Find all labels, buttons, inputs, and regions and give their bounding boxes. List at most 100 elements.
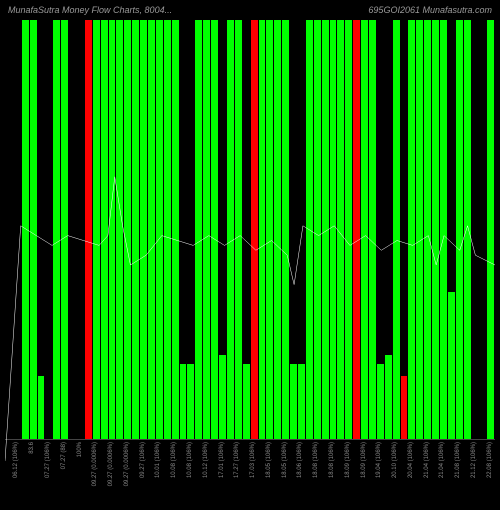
- bar-primary: [464, 20, 471, 439]
- bar-primary: [195, 20, 202, 439]
- bar-secondary: [172, 20, 179, 439]
- bar-group: [116, 20, 131, 439]
- x-label: 17.27 (106%): [227, 440, 242, 500]
- bar-group: [164, 20, 179, 439]
- bar-primary: [290, 364, 297, 439]
- bar-secondary: [314, 20, 321, 439]
- bar-primary: [211, 20, 218, 439]
- x-label: 06.12 (106%): [6, 440, 21, 500]
- x-label: 07.27 (88): [53, 440, 68, 500]
- x-label: 18.09 (106%): [353, 440, 368, 500]
- bar-secondary: [298, 364, 305, 439]
- bar-secondary: [156, 20, 163, 439]
- x-label-text: 17.27 (106%): [234, 442, 240, 478]
- bar-primary: [432, 20, 439, 439]
- x-label-text: 100%: [77, 442, 83, 457]
- bar-group: [464, 20, 479, 439]
- bar-primary: [38, 376, 45, 439]
- x-label: 21.08 (106%): [448, 440, 463, 500]
- x-label-text: 10.08 (106%): [187, 442, 193, 478]
- bar-group: [148, 20, 163, 439]
- x-label-text: 18.08 (106%): [329, 442, 335, 478]
- bar-secondary: [440, 20, 447, 439]
- x-label: 18.06 (106%): [290, 440, 305, 500]
- x-label-text: 10.01 (106%): [155, 442, 161, 478]
- x-label-text: 18.06 (106%): [297, 442, 303, 478]
- x-label-text: 18.05 (106%): [282, 442, 288, 478]
- x-label-text: 18.09 (106%): [345, 442, 351, 478]
- bar-group: [416, 20, 431, 439]
- bars-container: [5, 20, 495, 439]
- bar-primary: [180, 364, 187, 439]
- bar-group: [369, 20, 384, 439]
- bar-primary: [116, 20, 123, 439]
- bar-secondary: [345, 20, 352, 439]
- bar-primary: [132, 20, 139, 439]
- bar-secondary: [187, 364, 194, 439]
- bar-primary: [322, 20, 329, 439]
- x-label: 10.01 (106%): [148, 440, 163, 500]
- bar-group: [432, 20, 447, 439]
- bar-secondary: [456, 20, 463, 439]
- bar-secondary: [61, 20, 68, 439]
- x-label: 10.08 (106%): [164, 440, 179, 500]
- x-label: 21.04 (106%): [416, 440, 431, 500]
- bar-primary: [85, 20, 92, 439]
- x-label-text: 10.08 (106%): [171, 442, 177, 478]
- bar-secondary: [251, 20, 258, 439]
- x-label: 18.05 (106%): [274, 440, 289, 500]
- bar-primary: [385, 355, 392, 439]
- bar-primary: [243, 364, 250, 439]
- x-label: 09.27 (0.0006%): [116, 440, 131, 500]
- bar-group: [385, 20, 400, 439]
- x-label-text: 09.27 (0.0006%): [124, 442, 130, 486]
- bar-primary: [22, 20, 29, 439]
- x-label: 21.12 (106%): [464, 440, 479, 500]
- bar-secondary: [219, 355, 226, 439]
- x-label: 07.27 (106%): [38, 440, 53, 500]
- title-right: 695GOI2061 Munafasutra.com: [368, 5, 492, 15]
- x-label: 22.08 (106%): [479, 440, 494, 500]
- x-label-text: 21.04 (106%): [439, 442, 445, 478]
- bar-group: [274, 20, 289, 439]
- bar-primary: [274, 20, 281, 439]
- bar-group: [259, 20, 274, 439]
- x-label-text: 21.08 (106%): [455, 442, 461, 478]
- bar-group: [401, 20, 416, 439]
- x-label-text: 06.12 (106%): [13, 442, 19, 478]
- bar-secondary: [266, 20, 273, 439]
- bar-secondary: [361, 20, 368, 439]
- bar-primary: [164, 20, 171, 439]
- x-label: 10.12 (106%): [195, 440, 210, 500]
- x-label-text: 09.27 (106%): [140, 442, 146, 478]
- bar-secondary: [393, 20, 400, 439]
- x-label: 18.09 (106%): [337, 440, 352, 500]
- x-label-text: 10.12 (106%): [203, 442, 209, 478]
- bar-group: [85, 20, 100, 439]
- chart-title-bar: MunafaSutra Money Flow Charts, 8004... 6…: [0, 0, 500, 20]
- x-label: 83.6: [22, 440, 37, 500]
- bar-secondary: [377, 364, 384, 439]
- bar-primary: [227, 20, 234, 439]
- x-label: 17.01 (106%): [211, 440, 226, 500]
- bar-group: [180, 20, 195, 439]
- bar-primary: [148, 20, 155, 439]
- bar-secondary: [282, 20, 289, 439]
- bar-secondary: [30, 20, 37, 439]
- bar-group: [38, 20, 53, 439]
- x-label: 19.04 (106%): [369, 440, 384, 500]
- bar-primary: [416, 20, 423, 439]
- bar-group: [211, 20, 226, 439]
- x-label-text: 17.03 (106%): [250, 442, 256, 478]
- bar-secondary: [203, 20, 210, 439]
- x-label-text: 20.04 (106%): [408, 442, 414, 478]
- x-label-text: 18.08 (106%): [313, 442, 319, 478]
- x-label-text: 21.12 (106%): [471, 442, 477, 478]
- bar-group: [243, 20, 258, 439]
- x-label: 09.27 (106%): [132, 440, 147, 500]
- x-label: 10.08 (106%): [180, 440, 195, 500]
- x-label: 17.03 (106%): [243, 440, 258, 500]
- title-left: MunafaSutra Money Flow Charts, 8004...: [8, 5, 172, 15]
- bar-secondary: [124, 20, 131, 439]
- chart-area: [5, 20, 495, 440]
